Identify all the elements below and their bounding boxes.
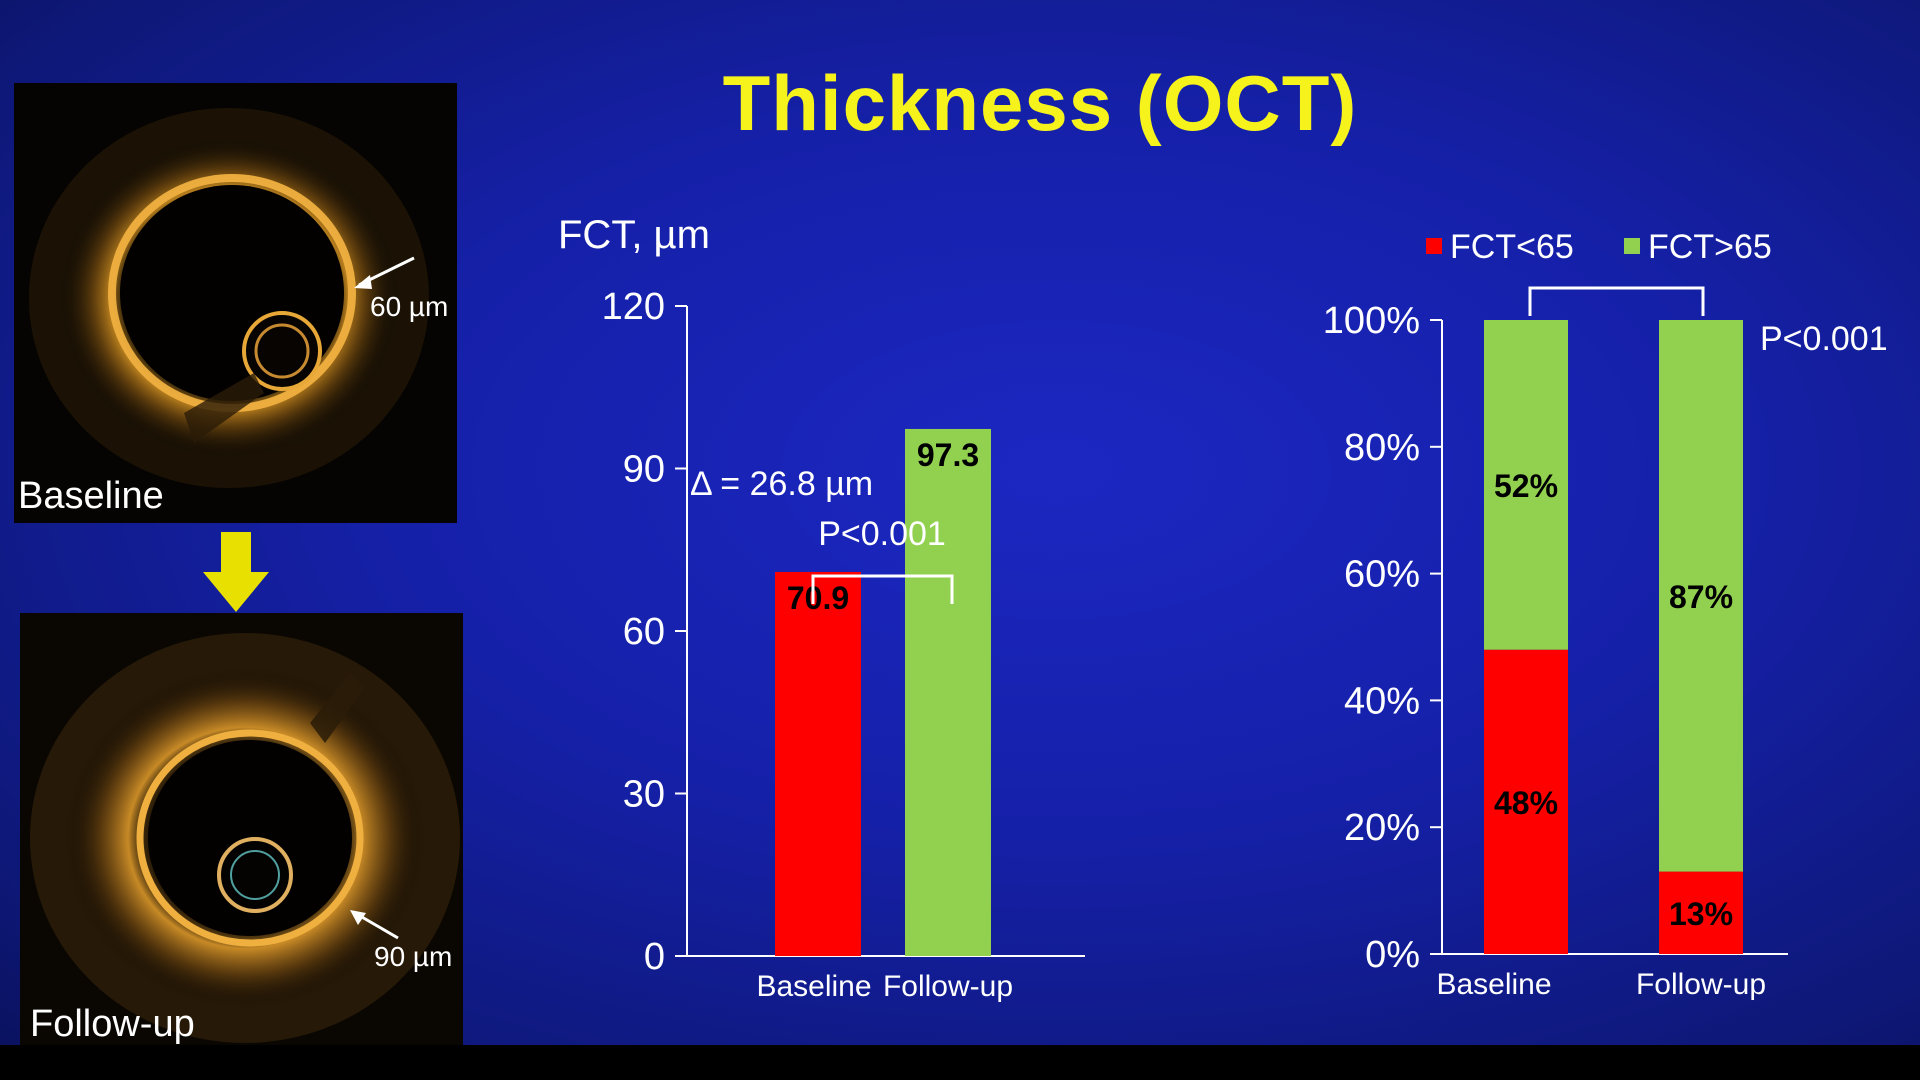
chart1-ylabel: FCT, µm	[558, 213, 710, 257]
chart1-p-bracket	[811, 574, 954, 604]
chart2-y-tick-label: 100%	[1323, 300, 1420, 342]
chart1-category-label: Baseline	[756, 970, 871, 1003]
chart2-y-tick-label: 20%	[1344, 807, 1420, 849]
legend-label-fct-lt-65: FCT<65	[1450, 228, 1574, 266]
legend-swatch-fct-lt-65	[1426, 238, 1442, 254]
chart1-data-label: 97.3	[917, 437, 979, 473]
chart1-y-tick-label: 60	[623, 611, 665, 653]
chart1-data-label: 70.9	[787, 580, 849, 616]
chart2-data-label: 48%	[1494, 785, 1558, 821]
chart1-y-tick-label: 30	[623, 774, 665, 816]
caption-baseline: Baseline	[18, 475, 164, 517]
chart2-y-tick-label: 60%	[1344, 554, 1420, 596]
chart2-data-label: 13%	[1669, 896, 1733, 932]
chart1-delta-label: Δ = 26.8 µm	[690, 465, 873, 503]
chart1-bar-baseline	[775, 571, 861, 956]
chart2-segment-follow-up-fct-gt-65	[1659, 320, 1743, 872]
chart2-category-label: Follow-up	[1636, 968, 1766, 1001]
caption-followup: Follow-up	[30, 1003, 195, 1045]
arrow-down-icon	[203, 532, 269, 612]
legend-label-fct-gt-65: FCT>65	[1648, 228, 1772, 266]
chart2-segment-follow-up-fct-lt-65	[1659, 871, 1743, 954]
measurement-label-followup: 90 µm	[374, 941, 453, 972]
chart2-y-tick-label: 80%	[1344, 427, 1420, 469]
chart2-y-tick-label: 0%	[1365, 934, 1420, 976]
chart1-y-tick-label: 0	[644, 936, 665, 978]
measurement-label-baseline: 60 µm	[370, 291, 449, 322]
chart1-y-tick-label: 90	[623, 449, 665, 491]
legend-swatch-fct-gt-65	[1624, 238, 1640, 254]
oct-image-baseline: 60 µm Baseline	[14, 83, 457, 523]
chart1-bar-follow-up	[905, 428, 991, 956]
chart2-category-label: Baseline	[1436, 968, 1551, 1001]
chart2-y-tick-label: 40%	[1344, 680, 1420, 722]
chart1-p-value: P<0.001	[818, 515, 946, 553]
chart2-segment-baseline-fct-lt-65	[1484, 649, 1568, 954]
chart1-category-label: Follow-up	[883, 970, 1013, 1003]
chart2-p-bracket	[1528, 286, 1705, 316]
chart2-segment-baseline-fct-gt-65	[1484, 320, 1568, 650]
bottom-bar	[0, 1045, 1920, 1080]
slide: Thickness (OCT) 60 µm	[0, 0, 1920, 1045]
chart2-p-value: P<0.001	[1760, 320, 1888, 358]
chart2-data-label: 52%	[1494, 468, 1558, 504]
chart2-data-label: 87%	[1669, 579, 1733, 615]
fct-category-stacked-chart: FCT<65 FCT>65 0% 20% 40% 60% 80% 100% 48% 52% B…	[1323, 228, 1888, 1001]
fct-bar-chart: FCT, µm 0 30 60 90 120 70.9 Baseline 97.3 Follo…	[558, 213, 1085, 1003]
oct-image-followup: 90 µm Follow-up	[20, 613, 463, 1045]
slide-title: Thickness (OCT)	[722, 59, 1358, 147]
chart1-y-tick-label: 120	[602, 286, 665, 328]
